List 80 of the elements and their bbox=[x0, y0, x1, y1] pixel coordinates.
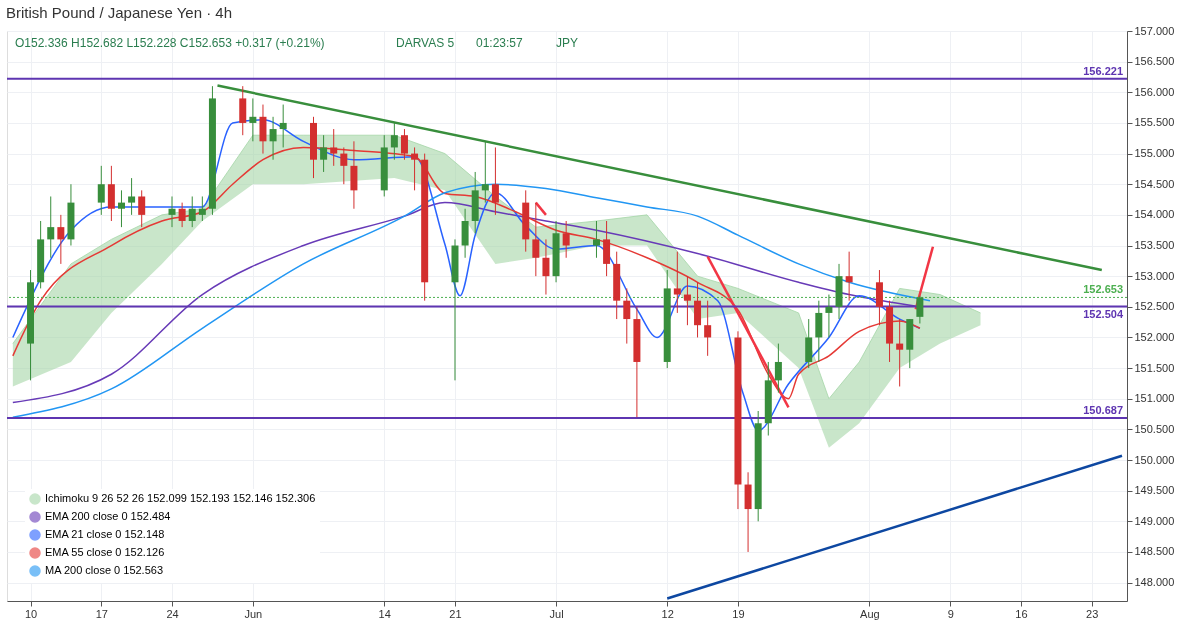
y-tick-label: 152.500 bbox=[1134, 300, 1175, 313]
annotation: 01:23:57 bbox=[476, 36, 524, 50]
x-tick-label: Jun bbox=[244, 607, 263, 620]
candlestick bbox=[592, 220, 600, 259]
candlestick bbox=[532, 202, 540, 277]
chart-title: British Pound / Japanese Yen · 4h bbox=[6, 4, 232, 21]
y-tick-label: 153.000 bbox=[1134, 269, 1175, 282]
x-tick-label: Aug bbox=[860, 607, 880, 620]
candlestick bbox=[320, 134, 328, 173]
x-tick-label: 9 bbox=[947, 607, 954, 620]
candlestick bbox=[562, 220, 570, 259]
candlestick bbox=[683, 275, 691, 326]
y-tick-label: 155.500 bbox=[1134, 116, 1175, 129]
candlestick bbox=[916, 295, 924, 324]
y-tick-label: 149.000 bbox=[1134, 514, 1175, 527]
legend-label: EMA 200 close 0 152.484 bbox=[45, 510, 171, 522]
candlestick bbox=[138, 189, 146, 228]
candlestick bbox=[623, 287, 631, 345]
y-tick-label: 157.000 bbox=[1134, 24, 1175, 37]
ref-line-label: 156.221 bbox=[1083, 64, 1123, 77]
x-tick-label: 10 bbox=[24, 607, 38, 620]
candlestick bbox=[330, 128, 338, 167]
candlestick bbox=[97, 165, 105, 216]
candlestick bbox=[188, 195, 196, 228]
candlestick bbox=[673, 251, 681, 314]
annotation: O152.336 H152.682 L152.228 C152.653 +0.317 (+0.21%) bbox=[15, 36, 325, 50]
y-tick-label: 155.000 bbox=[1134, 147, 1175, 160]
x-tick-label: 23 bbox=[1086, 607, 1099, 620]
x-tick-label: Jul bbox=[549, 607, 564, 620]
candlestick bbox=[491, 146, 499, 216]
candlestick bbox=[279, 104, 287, 148]
y-tick-label: 152.000 bbox=[1134, 330, 1175, 343]
x-tick-label: 24 bbox=[166, 607, 179, 620]
y-tick-label: 150.000 bbox=[1134, 453, 1175, 466]
candlestick bbox=[168, 195, 176, 228]
candlestick bbox=[128, 177, 136, 216]
y-tick-label: 153.500 bbox=[1134, 239, 1175, 252]
legend-label: MA 200 close 0 152.563 bbox=[45, 564, 164, 576]
x-tick-label: 21 bbox=[449, 607, 462, 620]
candlestick bbox=[400, 128, 408, 161]
candlestick bbox=[542, 238, 550, 296]
candlestick bbox=[704, 300, 712, 357]
annotation: JPY bbox=[556, 36, 579, 50]
x-tick-label: 12 bbox=[661, 607, 674, 620]
candlestick bbox=[198, 195, 206, 222]
candlestick bbox=[390, 122, 398, 161]
ref-line-label: 150.687 bbox=[1083, 403, 1123, 416]
candlestick bbox=[47, 195, 55, 259]
legend-label: EMA 21 close 0 152.148 bbox=[45, 528, 165, 540]
candlestick bbox=[57, 214, 65, 265]
candlestick bbox=[774, 343, 782, 394]
y-tick-label: 154.000 bbox=[1134, 208, 1175, 221]
candlestick bbox=[269, 116, 277, 161]
legend-label: EMA 55 close 0 152.126 bbox=[45, 546, 165, 558]
x-tick-label: 19 bbox=[732, 607, 745, 620]
y-tick-label: 149.500 bbox=[1134, 484, 1175, 497]
candlestick bbox=[481, 140, 489, 204]
ref-line-label: 152.504 bbox=[1083, 307, 1124, 320]
y-tick-label: 156.000 bbox=[1134, 85, 1175, 98]
y-tick-label: 154.500 bbox=[1134, 177, 1175, 190]
candlestick bbox=[249, 97, 257, 142]
candlestick bbox=[411, 146, 419, 191]
candlestick bbox=[845, 251, 853, 302]
candlestick bbox=[896, 318, 904, 387]
y-tick-label: 156.500 bbox=[1134, 55, 1175, 68]
legend-label: Ichimoku 9 26 52 26 152.099 152.193 152.146 152.306 bbox=[45, 492, 316, 504]
candlestick bbox=[340, 146, 348, 185]
y-tick-label: 151.500 bbox=[1134, 361, 1175, 374]
ref-line-label: 152.653 bbox=[1083, 283, 1123, 296]
y-tick-label: 148.000 bbox=[1134, 576, 1175, 589]
x-tick-label: 14 bbox=[378, 607, 391, 620]
annotation: DARVAS 5 bbox=[396, 36, 455, 50]
x-tick-label: 16 bbox=[1015, 607, 1028, 620]
candlestick bbox=[178, 202, 186, 228]
candlestick bbox=[825, 294, 833, 338]
candlestick bbox=[117, 189, 125, 228]
y-tick-label: 151.000 bbox=[1134, 392, 1175, 405]
y-tick-label: 148.500 bbox=[1134, 545, 1175, 558]
x-tick-label: 17 bbox=[95, 607, 108, 620]
y-tick-label: 150.500 bbox=[1134, 422, 1175, 435]
